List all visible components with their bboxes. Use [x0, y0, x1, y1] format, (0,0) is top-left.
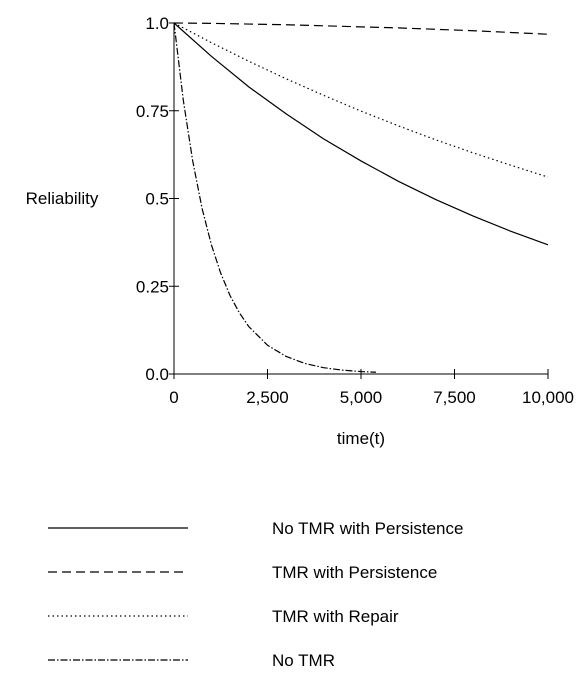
legend-item: No TMR: [48, 651, 335, 670]
legend-item: No TMR with Persistence: [48, 519, 463, 538]
legend-label: No TMR with Persistence: [272, 519, 463, 538]
legend-item: TMR with Persistence: [48, 563, 437, 582]
x-tick-label: 0: [169, 388, 178, 407]
series-line-1: [173, 22, 549, 246]
x-tick-label: 7,500: [433, 388, 476, 407]
y-tick-label: 0.75: [136, 102, 169, 121]
y-tick-label: 0.0: [145, 365, 169, 384]
x-axis-title: time(t): [337, 429, 385, 448]
axes-layer: [173, 23, 548, 375]
series-layer: [173, 22, 549, 373]
legend-label: TMR with Persistence: [272, 563, 437, 582]
legend-label: No TMR: [272, 651, 335, 670]
x-tick-label: 2,500: [246, 388, 289, 407]
ticks-layer: 0.0 0.25 0.5 0.75 1.0 0 2,500 5,000 7,500 10,000: [136, 14, 574, 407]
x-tick-label: 10,000: [522, 388, 574, 407]
legend-item: TMR with Repair: [48, 607, 399, 626]
x-tick-label: 5,000: [340, 388, 383, 407]
y-tick-label: 1.0: [145, 14, 169, 33]
legend: No TMR with Persistence TMR with Persiste…: [48, 519, 463, 670]
series-line-2: [173, 22, 549, 35]
y-tick-label: 0.5: [145, 190, 169, 209]
series-line-4: [173, 22, 376, 373]
legend-label: TMR with Repair: [272, 607, 399, 626]
y-axis-title: Reliability: [26, 189, 99, 208]
y-tick-label: 0.25: [136, 277, 169, 296]
series-line-3: [173, 22, 549, 178]
